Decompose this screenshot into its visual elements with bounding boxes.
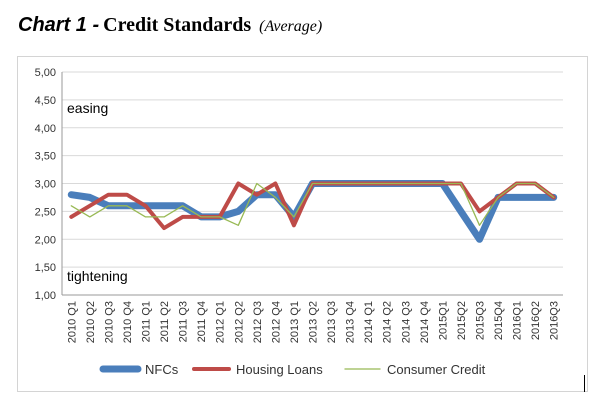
- x-tick-label: 2015Q1: [437, 301, 449, 340]
- x-tick-label: 2014 Q1: [363, 301, 375, 343]
- y-tick-label: 4,50: [35, 95, 56, 107]
- series-line-consumer-credit: [70, 182, 555, 226]
- x-tick-label: 2011 Q3: [178, 301, 190, 342]
- chart-heading: Chart 1 - Credit Standards (Average): [18, 14, 322, 40]
- annotation-easing: easing: [67, 100, 108, 116]
- x-tick-label: 2013 Q3: [326, 301, 338, 343]
- x-tick-label: 2012 Q4: [270, 301, 282, 343]
- x-tick-label: 2014 Q4: [419, 301, 431, 343]
- x-tick-label: 2012 Q3: [252, 301, 264, 343]
- y-tick-label: 1,00: [35, 290, 56, 302]
- x-tick-label: 2011 Q4: [196, 301, 208, 342]
- x-tick-label: 2015Q2: [456, 301, 468, 340]
- y-tick-label: 3,00: [35, 179, 56, 191]
- x-tick-label: 2012 Q2: [233, 301, 245, 343]
- x-tick-label: 2016Q2: [530, 301, 542, 340]
- legend-label: Consumer Credit: [387, 362, 486, 377]
- x-axis-ticks: 2010 Q1 2010 Q2 2010 Q3 2010 Q4 2011 Q1 2011 …: [66, 301, 560, 343]
- chart-subtitle: (Average): [259, 18, 323, 35]
- y-tick-label: 5,00: [35, 67, 56, 79]
- chart-frame: [17, 56, 588, 392]
- x-tick-label: 2016Q1: [512, 301, 524, 340]
- series-lines: [67, 180, 558, 243]
- x-tick-label: 2010 Q4: [122, 301, 134, 343]
- chart-title: Credit Standards: [103, 14, 252, 36]
- y-tick-label: 2,00: [35, 234, 56, 246]
- legend-label: NFCs: [145, 362, 179, 377]
- legend-label: Housing Loans: [236, 362, 323, 377]
- chart-number-label: Chart 1 -: [18, 14, 100, 36]
- x-tick-label: 2014 Q2: [382, 301, 394, 343]
- x-tick-label: 2016Q3: [549, 301, 561, 340]
- x-tick-label: 2010 Q2: [85, 301, 97, 343]
- y-tick-label: 1,50: [35, 262, 56, 274]
- y-tick-label: 2,50: [35, 206, 56, 218]
- y-axis-ticks: 1,00 1,50 2,00 2,50 3,00 3,50 4,00 4,50 5,00: [35, 67, 56, 302]
- y-tick-label: 3,50: [35, 151, 56, 163]
- frame-edge-mark: [584, 375, 585, 392]
- annotation-tightening: tightening: [67, 268, 128, 284]
- x-tick-label: 2010 Q1: [66, 301, 78, 343]
- x-tick-label: 2013 Q1: [289, 301, 301, 343]
- x-tick-label: 2010 Q3: [103, 301, 115, 343]
- x-tick-label: 2011 Q1: [141, 301, 153, 342]
- y-tick-label: 4,00: [35, 123, 56, 135]
- x-tick-label: 2015Q3: [475, 301, 487, 340]
- x-tick-label: 2011 Q2: [159, 301, 171, 342]
- x-tick-label: 2013 Q4: [345, 301, 357, 343]
- x-tick-label: 2015Q4: [493, 301, 505, 340]
- x-tick-label: 2014 Q3: [400, 301, 412, 343]
- legend: NFCs Housing Loans Consumer Credit: [99, 362, 486, 377]
- x-tick-label: 2012 Q1: [215, 301, 227, 343]
- x-tick-label: 2013 Q2: [308, 301, 320, 343]
